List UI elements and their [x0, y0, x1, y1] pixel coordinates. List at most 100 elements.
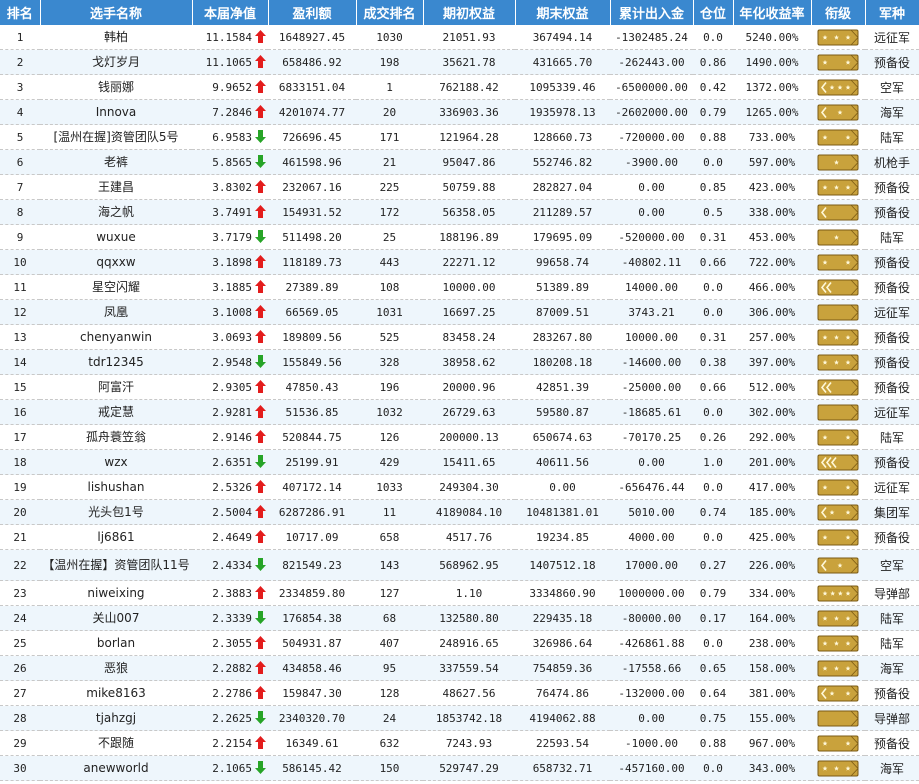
player-name[interactable]: anewworld	[40, 755, 192, 781]
player-name[interactable]: chenyanwin	[40, 324, 192, 350]
start-equity-cell: 50759.88	[423, 174, 515, 200]
annual-return-cell: 257.00%	[733, 324, 811, 350]
branch-cell: 陆军	[865, 605, 919, 631]
player-name[interactable]: 阿富汗	[40, 374, 192, 400]
table-row[interactable]: 11 星空闪耀 3.1885 27389.89 108 10000.00 51389.89 1…	[0, 274, 919, 300]
table-row[interactable]: 29 不跟随 2.2154 16349.61 632 7243.93 22593.54 -10…	[0, 730, 919, 756]
up-arrow-icon	[252, 405, 266, 419]
table-row[interactable]: 12 凤凰 3.1008 66569.05 1031 16697.25 87009.51 37…	[0, 299, 919, 325]
annual-return-cell: 185.00%	[733, 499, 811, 525]
table-row[interactable]: 23 niweixing 2.3883 2334859.80 127 1.10 333486…	[0, 580, 919, 606]
col-header-profit[interactable]: 盈利额	[268, 0, 357, 25]
rank-cell: 3	[0, 74, 40, 100]
col-header-cash-flow[interactable]: 累计出入金	[610, 0, 694, 25]
player-name[interactable]: 【温州在握】资管团队11号	[40, 549, 192, 581]
col-header-nav[interactable]: 本届净值	[192, 0, 269, 25]
end-equity-cell: 180208.18	[515, 349, 610, 375]
annual-return-cell: 417.00%	[733, 474, 811, 500]
player-name[interactable]: Innova	[40, 99, 192, 125]
up-arrow-icon	[252, 280, 266, 294]
player-name[interactable]: borlan	[40, 630, 192, 656]
player-name[interactable]: 戈灯岁月	[40, 49, 192, 75]
table-row[interactable]: 22 【温州在握】资管团队11号 2.4334 821549.23 143 568962.…	[0, 549, 919, 581]
player-name[interactable]: 星空闪耀	[40, 274, 192, 300]
rank-badge-icon	[817, 685, 859, 701]
table-row[interactable]: 14 tdr12345 2.9548 155849.56 328 38958.62 1802…	[0, 349, 919, 375]
start-equity-cell: 132580.80	[423, 605, 515, 631]
table-row[interactable]: 15 阿富汗 2.9305 47850.43 196 20000.96 42851.39 -2…	[0, 374, 919, 400]
player-name[interactable]: 钱丽娜	[40, 74, 192, 100]
table-row[interactable]: 25 borlan 2.3055 504931.87 407 248916.65 32698…	[0, 630, 919, 656]
table-row[interactable]: 3 钱丽娜 9.9652 6833151.04 1 762188.42 1095339.46…	[0, 74, 919, 100]
branch-cell: 陆军	[865, 224, 919, 250]
player-name[interactable]: 关山007	[40, 605, 192, 631]
table-row[interactable]: 5 [温州在握]资管团队5号 6.9583 726696.45 171 121964.28…	[0, 124, 919, 150]
table-row[interactable]: 24 关山007 2.3339 176854.38 68 132580.80 229435.…	[0, 605, 919, 631]
col-header-branch[interactable]: 军种	[865, 0, 919, 25]
table-row[interactable]: 17 孤舟蓑笠翁 2.9146 520844.75 126 200000.13 650674…	[0, 424, 919, 450]
col-header-trade-rank[interactable]: 成交排名	[356, 0, 424, 25]
player-name[interactable]: 老裤	[40, 149, 192, 175]
player-name[interactable]: [温州在握]资管团队5号	[40, 124, 192, 150]
player-name[interactable]: 孤舟蓑笠翁	[40, 424, 192, 450]
down-arrow-icon	[252, 355, 266, 369]
player-name[interactable]: 戒定慧	[40, 399, 192, 425]
table-row[interactable]: 2 戈灯岁月 11.1065 658486.92 198 35621.78 431665.7…	[0, 49, 919, 75]
table-row[interactable]: 28 tjahzgj 2.2625 2340320.70 24 1853742.18 419…	[0, 705, 919, 731]
cash-flow-cell: 0.00	[610, 199, 693, 225]
table-row[interactable]: 30 anewworld 2.1065 586145.42 150 529747.29 65…	[0, 755, 919, 781]
player-name[interactable]: wzx	[40, 449, 192, 475]
annual-return-cell: 733.00%	[733, 124, 811, 150]
table-row[interactable]: 10 qqxxw 3.1898 118189.73 443 22271.12 99658.7…	[0, 249, 919, 275]
position-cell: 0.0	[693, 474, 733, 500]
col-header-end-equity[interactable]: 期末权益	[515, 0, 611, 25]
profit-cell: 6833151.04	[268, 74, 356, 100]
down-arrow-icon	[252, 230, 266, 244]
player-name[interactable]: 恶狼	[40, 655, 192, 681]
table-row[interactable]: 8 海之帆 3.7491 154931.52 172 56358.05 211289.57 0…	[0, 199, 919, 225]
col-header-start-equity[interactable]: 期初权益	[423, 0, 516, 25]
table-row[interactable]: 21 lj6861 2.4649 10717.09 658 4517.76 19234.85…	[0, 524, 919, 550]
nav-cell: 2.6351	[192, 449, 268, 475]
player-name[interactable]: tjahzgj	[40, 705, 192, 731]
start-equity-cell: 121964.28	[423, 124, 515, 150]
table-row[interactable]: 18 wzx 2.6351 25199.91 429 15411.65 40611.56 0.…	[0, 449, 919, 475]
player-name[interactable]: 王建昌	[40, 174, 192, 200]
col-header-rank[interactable]: 排名	[0, 0, 41, 25]
table-row[interactable]: 26 恶狼 2.2882 434858.46 95 337559.54 754859.36-…	[0, 655, 919, 681]
table-row[interactable]: 9 wuxue 3.7179 511498.20 25 188196.89 179695.0…	[0, 224, 919, 250]
table-row[interactable]: 27 mike8163 2.2786 159847.30 128 48627.56 7647…	[0, 680, 919, 706]
player-name[interactable]: 不跟随	[40, 730, 192, 756]
trade-rank-cell: 196	[356, 374, 423, 400]
table-row[interactable]: 7 王建昌 3.8302 232067.16 225 50759.88 282827.04 0…	[0, 174, 919, 200]
rank-badge-icon	[817, 354, 859, 370]
position-cell: 0.74	[693, 499, 733, 525]
player-name[interactable]: 凤凰	[40, 299, 192, 325]
table-row[interactable]: 13 chenyanwin 3.0693 189809.56 525 83458.24 28…	[0, 324, 919, 350]
table-row[interactable]: 19 lishushan 2.5326 407172.14 1033 249304.30 0…	[0, 474, 919, 500]
player-name[interactable]: lj6861	[40, 524, 192, 550]
player-name[interactable]: 海之帆	[40, 199, 192, 225]
table-row[interactable]: 1 韩柏 11.1584 1648927.45 1030 21051.93 367494.1…	[0, 25, 919, 50]
player-name[interactable]: mike8163	[40, 680, 192, 706]
table-row[interactable]: 16 戒定慧 2.9281 51536.85 1032 26729.63 59580.87-…	[0, 399, 919, 425]
col-header-position[interactable]: 仓位	[693, 0, 734, 25]
player-name[interactable]: 光头包1号	[40, 499, 192, 525]
player-name[interactable]: 韩柏	[40, 25, 192, 50]
col-header-name[interactable]: 选手名称	[40, 0, 193, 25]
start-equity-cell: 15411.65	[423, 449, 515, 475]
down-arrow-icon	[252, 711, 266, 725]
player-name[interactable]: tdr12345	[40, 349, 192, 375]
player-name[interactable]: wuxue	[40, 224, 192, 250]
col-header-rank-badge[interactable]: 衔级	[811, 0, 866, 25]
col-header-annual-return[interactable]: 年化收益率	[733, 0, 812, 25]
annual-return-cell: 1372.00%	[733, 74, 811, 100]
player-name[interactable]: lishushan	[40, 474, 192, 500]
start-equity-cell: 21051.93	[423, 25, 515, 50]
table-row[interactable]: 4 Innova 7.2846 4201074.77 20 336903.36 193597…	[0, 99, 919, 125]
table-row[interactable]: 20 光头包1号 2.5004 6287286.91 11 4189084.10 10481…	[0, 499, 919, 525]
table-row[interactable]: 6 老裤 5.8565 461598.96 21 95047.86 552746.82 -39…	[0, 149, 919, 175]
down-arrow-icon	[252, 761, 266, 775]
player-name[interactable]: qqxxw	[40, 249, 192, 275]
player-name[interactable]: niweixing	[40, 580, 192, 606]
